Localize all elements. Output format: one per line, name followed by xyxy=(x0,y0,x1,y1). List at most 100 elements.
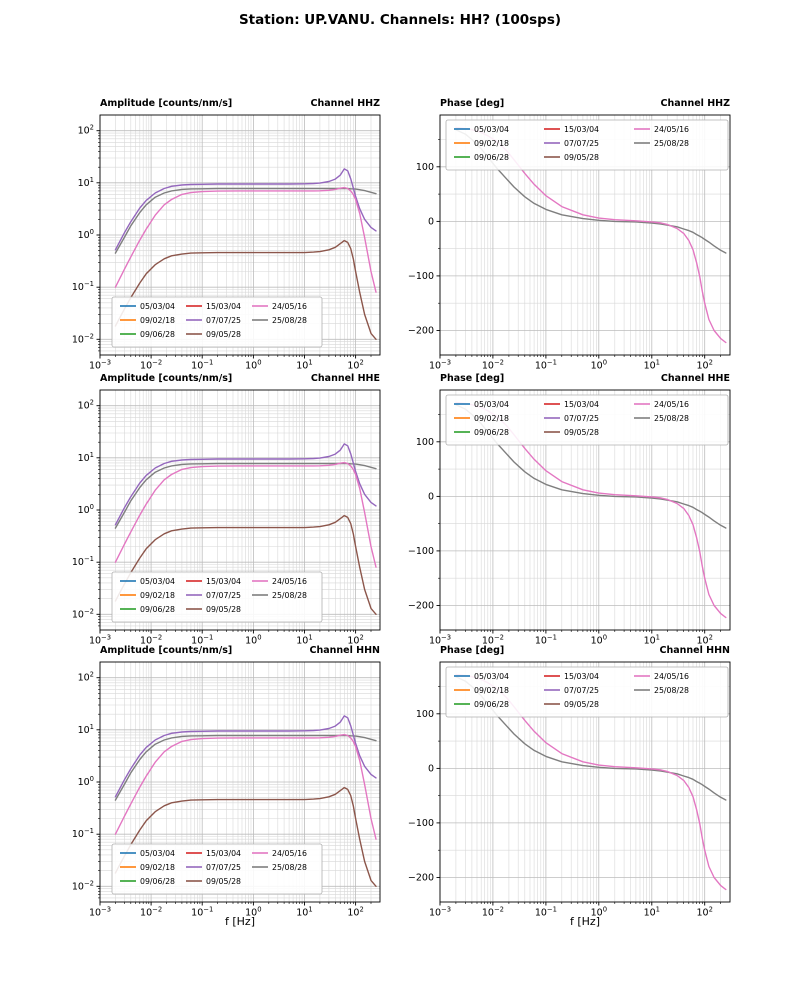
svg-text:24/05/16: 24/05/16 xyxy=(272,849,307,858)
svg-text:09/05/28: 09/05/28 xyxy=(206,877,241,886)
svg-text:09/05/28: 09/05/28 xyxy=(564,428,599,437)
svg-text:101: 101 xyxy=(644,906,660,919)
svg-text:102: 102 xyxy=(697,634,713,647)
svg-text:09/06/28: 09/06/28 xyxy=(140,605,175,614)
series-line-07/07/25 xyxy=(114,715,377,798)
amplitude-plot-hhz: 10−3 10−2 10−1 100 101 102 10−2 10−1 100 101 102 05… xyxy=(72,114,381,372)
svg-text:102: 102 xyxy=(697,359,713,372)
phase-title: Phase [deg] xyxy=(440,373,505,384)
svg-text:09/02/18: 09/02/18 xyxy=(140,591,175,600)
grid xyxy=(439,390,730,630)
svg-text:10−3: 10−3 xyxy=(89,359,111,372)
svg-text:10−2: 10−2 xyxy=(482,906,504,919)
svg-text:101: 101 xyxy=(296,634,312,647)
svg-text:10−2: 10−2 xyxy=(140,634,162,647)
svg-text:100: 100 xyxy=(591,906,607,919)
ticks: 10−3 10−2 10−1 100 101 102 10−2 10−1 100 101 102 xyxy=(72,399,372,647)
svg-text:102: 102 xyxy=(697,906,713,919)
subplot-titles-phase-hhz: Phase [deg] Channel HHZ xyxy=(440,98,730,109)
svg-text:101: 101 xyxy=(296,906,312,919)
amplitude-title: Amplitude [counts/nm/s] xyxy=(100,98,233,109)
svg-text:100: 100 xyxy=(245,634,261,647)
amplitude-plot-hhe: 10−3 10−2 10−1 100 101 102 10−2 10−1 100 101 102 05… xyxy=(72,389,381,647)
svg-text:09/05/28: 09/05/28 xyxy=(206,605,241,614)
svg-text:0: 0 xyxy=(428,764,434,775)
svg-text:05/03/04: 05/03/04 xyxy=(474,672,509,681)
svg-text:100: 100 xyxy=(591,359,607,372)
svg-text:09/06/28: 09/06/28 xyxy=(474,428,509,437)
svg-text:07/07/25: 07/07/25 xyxy=(206,863,241,872)
phase-plot-hhn: 10−3 10−2 10−1 100 101 102 −200 −100 0 100 05/03/0… xyxy=(408,661,731,919)
legend: 05/03/04 09/02/18 09/06/28 15/03/04 07/07/25… xyxy=(111,843,323,895)
subplot-titles-amp-hhe: Amplitude [counts/nm/s] Channel HHE xyxy=(100,373,380,384)
svg-text:100: 100 xyxy=(591,634,607,647)
svg-text:100: 100 xyxy=(416,709,434,720)
series-line-07/07/25 xyxy=(114,443,377,526)
svg-text:15/03/04: 15/03/04 xyxy=(564,400,599,409)
svg-text:10−1: 10−1 xyxy=(535,359,557,372)
svg-text:102: 102 xyxy=(78,399,94,412)
axes-frame xyxy=(439,661,731,903)
svg-text:10−2: 10−2 xyxy=(140,906,162,919)
svg-text:09/02/18: 09/02/18 xyxy=(140,316,175,325)
legend: 05/03/04 09/02/18 09/06/28 15/03/04 07/07/25… xyxy=(445,666,729,718)
svg-text:24/05/16: 24/05/16 xyxy=(654,400,689,409)
svg-text:05/03/04: 05/03/04 xyxy=(140,577,175,586)
svg-text:25/08/28: 25/08/28 xyxy=(272,316,307,325)
svg-text:−200: −200 xyxy=(408,873,434,884)
svg-text:25/08/28: 25/08/28 xyxy=(654,414,689,423)
svg-text:09/05/28: 09/05/28 xyxy=(206,330,241,339)
figure-title: Station: UP.VANU. Channels: HH? (100sps) xyxy=(238,12,562,28)
x-axis-label-left: f [Hz] xyxy=(225,915,255,928)
svg-text:09/02/18: 09/02/18 xyxy=(474,686,509,695)
series-line-07/07/25 xyxy=(114,168,377,251)
svg-text:10−3: 10−3 xyxy=(429,906,451,919)
svg-text:09/02/18: 09/02/18 xyxy=(474,414,509,423)
svg-text:10−2: 10−2 xyxy=(72,332,94,345)
svg-text:0: 0 xyxy=(428,217,434,228)
legend: 05/03/04 09/02/18 09/06/28 15/03/04 07/07/25… xyxy=(445,119,729,171)
svg-text:10−1: 10−1 xyxy=(72,555,94,568)
series-line-09/05/28 xyxy=(114,786,377,887)
x-axis-label-right: f [Hz] xyxy=(570,915,600,928)
svg-text:09/06/28: 09/06/28 xyxy=(140,330,175,339)
svg-text:07/07/25: 07/07/25 xyxy=(564,414,599,423)
svg-text:15/03/04: 15/03/04 xyxy=(564,125,599,134)
svg-text:−200: −200 xyxy=(408,601,434,612)
series-line-24/05/16 xyxy=(114,733,377,840)
svg-text:09/06/28: 09/06/28 xyxy=(474,700,509,709)
svg-text:102: 102 xyxy=(347,359,363,372)
svg-text:101: 101 xyxy=(78,176,94,189)
svg-text:09/02/18: 09/02/18 xyxy=(140,863,175,872)
axes-frame xyxy=(439,389,731,631)
svg-text:25/08/28: 25/08/28 xyxy=(654,139,689,148)
phase-plot-hhz: 10−3 10−2 10−1 100 101 102 −200 −100 0 100 05/03/0… xyxy=(408,114,731,372)
svg-text:101: 101 xyxy=(78,451,94,464)
subplot-titles-amp-hhn: Amplitude [counts/nm/s] Channel HHN xyxy=(100,645,380,656)
svg-text:101: 101 xyxy=(296,359,312,372)
series-line-24/05/16 xyxy=(114,186,377,293)
svg-text:101: 101 xyxy=(644,634,660,647)
svg-text:10−1: 10−1 xyxy=(535,906,557,919)
svg-text:09/05/28: 09/05/28 xyxy=(564,700,599,709)
svg-text:15/03/04: 15/03/04 xyxy=(206,849,241,858)
svg-text:15/03/04: 15/03/04 xyxy=(564,672,599,681)
channel-title-hhn: Channel HHN xyxy=(659,645,730,656)
svg-text:10−1: 10−1 xyxy=(72,280,94,293)
svg-text:09/06/28: 09/06/28 xyxy=(140,877,175,886)
svg-text:05/03/04: 05/03/04 xyxy=(140,849,175,858)
ticks: 10−3 10−2 10−1 100 101 102 −200 −100 0 100 xyxy=(408,414,722,647)
subplot-titles-amp-hhz: Amplitude [counts/nm/s] Channel HHZ xyxy=(100,98,380,109)
channel-title-hhn: Channel HHN xyxy=(309,645,380,656)
channel-title-hhe: Channel HHE xyxy=(310,373,380,384)
svg-text:101: 101 xyxy=(78,723,94,736)
svg-text:25/08/28: 25/08/28 xyxy=(272,863,307,872)
svg-text:10−2: 10−2 xyxy=(482,359,504,372)
svg-text:10−2: 10−2 xyxy=(482,634,504,647)
svg-text:07/07/25: 07/07/25 xyxy=(564,139,599,148)
amplitude-plot-hhn: 10−3 10−2 10−1 100 101 102 10−2 10−1 100 101 102 05… xyxy=(72,661,381,919)
phase-plot-hhe: 10−3 10−2 10−1 100 101 102 −200 −100 0 100 05/03/0… xyxy=(408,389,731,647)
svg-text:0: 0 xyxy=(428,492,434,503)
